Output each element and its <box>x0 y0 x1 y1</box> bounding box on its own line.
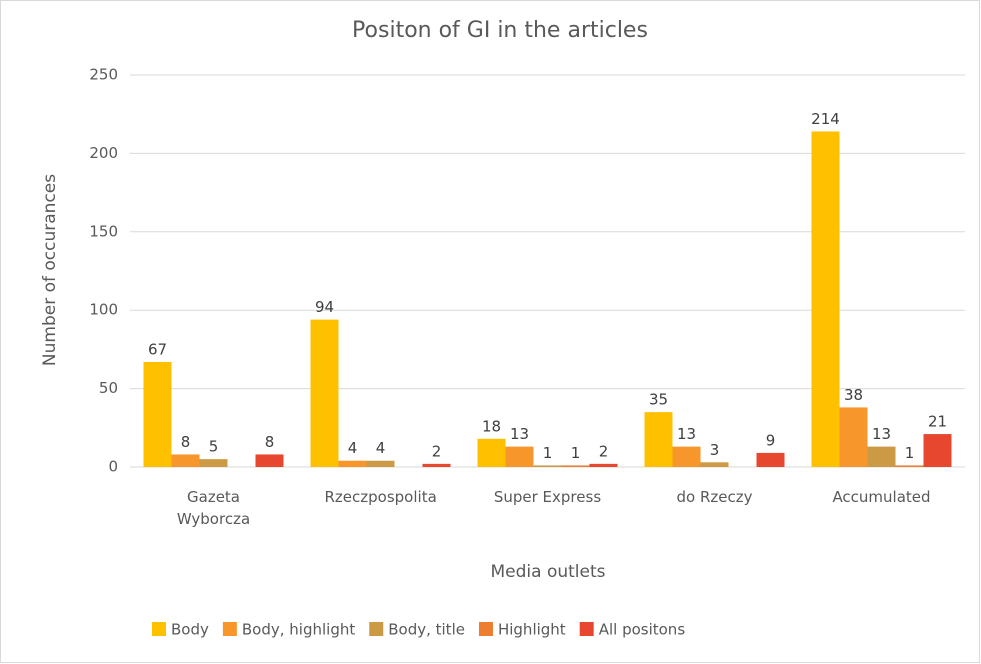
data-label: 214 <box>811 110 840 128</box>
data-label: 38 <box>844 386 863 404</box>
bar <box>672 446 701 467</box>
bar <box>505 446 534 467</box>
data-label: 2 <box>432 442 442 460</box>
y-tick-label: 0 <box>108 458 118 476</box>
legend-swatch <box>222 622 237 636</box>
data-label: 13 <box>872 425 891 443</box>
legend-swatch <box>579 622 594 636</box>
data-label: 4 <box>376 439 386 457</box>
x-tick-label: Gazeta Wyborcza <box>176 488 251 528</box>
legend-label: Body, highlight <box>242 621 355 639</box>
data-label: 2 <box>599 442 609 460</box>
y-tick-label: 250 <box>89 66 118 84</box>
bar <box>422 463 451 467</box>
data-label: 67 <box>148 340 167 358</box>
data-label: 94 <box>315 298 334 316</box>
chart-title: Positon of GI in the articles <box>352 18 648 43</box>
data-label: 3 <box>710 441 720 459</box>
legend-swatch <box>369 622 384 636</box>
bar <box>171 454 200 467</box>
bar <box>644 412 673 467</box>
bar <box>700 462 729 467</box>
legend-label: Body <box>171 621 209 639</box>
bar <box>811 131 840 467</box>
data-label: 8 <box>181 433 191 451</box>
y-tick-label: 100 <box>89 301 118 319</box>
data-label: 1 <box>571 444 581 462</box>
legend-label: Highlight <box>498 621 566 639</box>
legend-swatch <box>152 622 166 636</box>
bar <box>199 459 228 467</box>
bar <box>255 454 284 467</box>
legend-label: Body, title <box>388 621 465 639</box>
data-label: 13 <box>677 425 696 443</box>
bar <box>756 452 785 467</box>
bar <box>589 463 618 467</box>
bar <box>839 407 868 467</box>
legend-label: All positons <box>599 621 686 639</box>
bar <box>561 465 590 467</box>
data-label: 1 <box>905 444 915 462</box>
data-label: 35 <box>649 391 668 409</box>
y-tick-label: 200 <box>89 144 118 162</box>
bar <box>923 434 952 467</box>
x-tick-label: Super Express <box>493 488 602 506</box>
bar <box>143 361 172 467</box>
bar <box>366 460 395 467</box>
y-axis-title: Number of occurances <box>40 174 60 366</box>
x-tick-label: Accumulated <box>832 488 931 506</box>
y-tick-label: 50 <box>99 379 118 397</box>
data-label: 1 <box>543 444 553 462</box>
data-label: 9 <box>766 431 776 449</box>
data-label: 4 <box>348 439 358 457</box>
bar <box>310 319 339 467</box>
bar <box>477 438 506 467</box>
bar <box>533 465 562 467</box>
data-label: 8 <box>265 433 275 451</box>
legend-swatch <box>478 622 493 636</box>
data-label: 18 <box>482 417 501 435</box>
bar <box>338 460 367 467</box>
data-label: 21 <box>928 413 947 431</box>
y-tick-label: 150 <box>89 222 118 240</box>
data-label: 5 <box>209 438 219 456</box>
bar <box>895 465 924 467</box>
x-tick-label: Rzeczpospolita <box>324 488 437 506</box>
data-label: 13 <box>510 425 529 443</box>
bar <box>867 446 896 467</box>
x-tick-label: do Rzeczy <box>676 488 753 506</box>
x-axis-title: Media outlets <box>490 562 605 582</box>
